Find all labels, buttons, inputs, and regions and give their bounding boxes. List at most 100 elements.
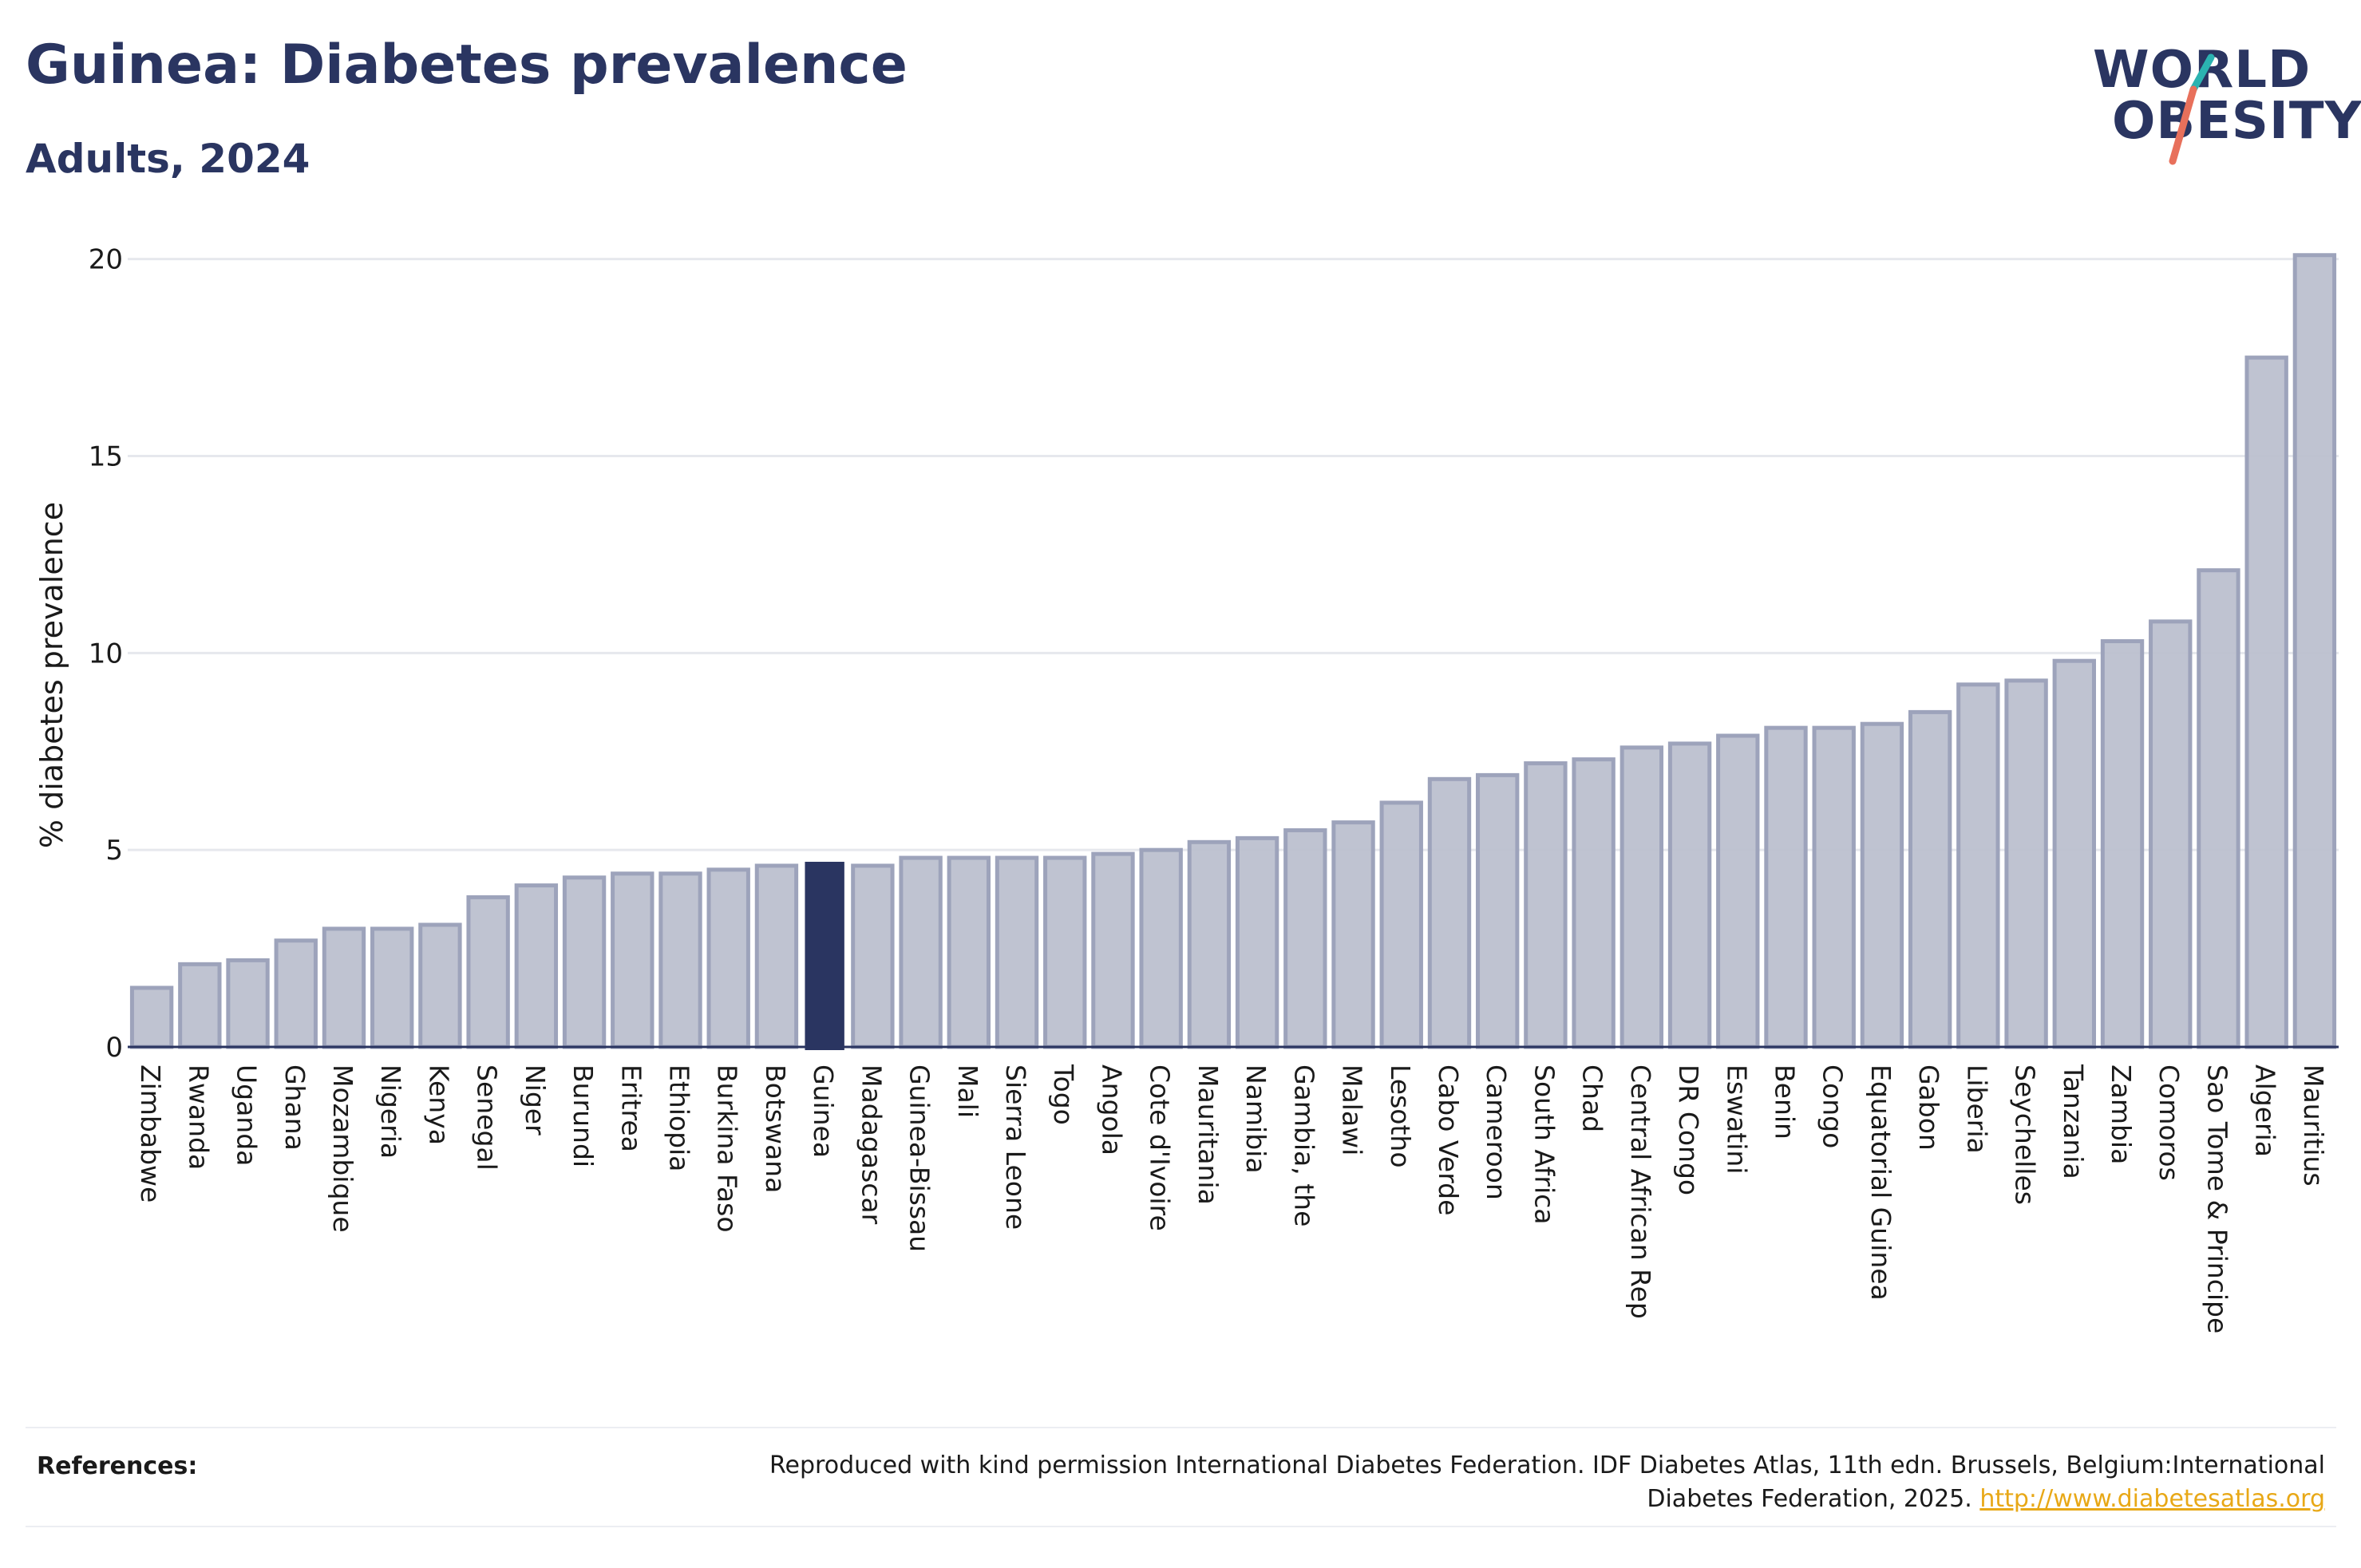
x-tick-label: Lesotho [1385,1064,1416,1168]
x-tick-label: Algeria [2250,1064,2281,1157]
x-tick-label: Cote d'Ivoire [1145,1064,1176,1231]
y-tick-label: 15 [89,441,123,473]
x-tick-label: Burkina Faso [712,1064,743,1233]
x-tick-label: Kenya [423,1064,454,1145]
x-tick-label: Burundi [568,1064,599,1167]
bar [706,867,750,1049]
bar-highlight [805,861,844,1050]
bar [370,926,414,1049]
x-tick-label: Mauritania [1192,1064,1224,1205]
x-tick-label: Cameroon [1481,1064,1512,1200]
x-tick-label: Namibia [1240,1064,1271,1174]
bar [466,895,510,1049]
bar [1476,772,1520,1049]
bar [611,871,655,1049]
bars [129,253,2337,1050]
bar [1716,733,1760,1049]
bar [1235,835,1279,1049]
x-tick-label: Guinea [808,1064,839,1158]
bar [418,922,462,1049]
x-tick-label: Sierra Leone [1000,1064,1031,1230]
x-tick-label: Comoros [2153,1064,2185,1181]
bar [947,855,991,1049]
bar [274,938,318,1049]
bar [851,863,895,1049]
x-tick-label: Mauritius [2298,1064,2329,1187]
bar [754,863,799,1049]
bar [1379,800,1423,1049]
x-tick-label: Seychelles [2010,1064,2041,1205]
bar [322,926,366,1049]
x-tick-label: Ghana [279,1064,310,1151]
bar [1331,820,1375,1049]
bar [2197,568,2240,1049]
bar [2052,658,2096,1049]
references-panel: References: Reproduced with kind permiss… [26,1427,2336,1527]
bar [2004,678,2048,1049]
x-tick-label: Gambia, the [1288,1064,1319,1226]
x-tick-label: Ethiopia [664,1064,695,1171]
bar [2292,253,2337,1049]
x-tick-label: Congo [1817,1064,1849,1148]
bar [1956,682,2000,1049]
y-tick-label: 10 [89,638,123,669]
bar [2100,639,2145,1049]
x-tick-label: Tanzania [2058,1064,2089,1179]
y-tick-label: 5 [105,835,123,867]
bar [1908,709,1952,1049]
bar [899,855,943,1049]
x-tick-label: Uganda [231,1064,263,1166]
bar [129,985,174,1049]
x-tick-label: Mali [952,1064,983,1118]
bar [1043,855,1087,1049]
x-tick-label: Senegal [472,1064,503,1171]
x-tick-label: Cabo Verde [1433,1064,1464,1215]
bar [226,958,270,1049]
x-tick-label: Rwanda [183,1064,214,1170]
x-tick-label: Angola [1096,1064,1127,1155]
bar [1572,757,1616,1049]
bar [658,871,702,1049]
x-tick-label: Liberia [1961,1064,1992,1154]
bar [1764,725,1808,1049]
x-tick-label: Equatorial Guinea [1865,1064,1896,1301]
x-tick-label: Madagascar [856,1064,887,1225]
bar [1427,776,1472,1049]
x-tick-label: Malawi [1337,1064,1368,1155]
y-tick-label: 0 [105,1032,123,1064]
references-citation: Reproduced with kind permission Internat… [769,1451,2325,1513]
logo-text-obesity: OBESITY [2112,92,2361,151]
bar [1860,721,1904,1049]
x-tick-label: Gabon [1913,1064,1944,1151]
y-tick-label: 20 [89,244,123,276]
page-title: Guinea: Diabetes prevalence [26,34,908,97]
bar [1619,745,1664,1049]
logo-slash-icon [2169,53,2215,165]
bar-chart: 0 5 10 15 20 Zimbabwe Rwanda Uganda Ghana Mozambi… [34,244,2339,1333]
x-tick-label: Botswana [760,1064,791,1193]
x-tick-label: Togo [1048,1064,1079,1125]
bar [1091,851,1135,1049]
bar [2244,355,2288,1049]
axes: 0 5 10 15 20 Zimbabwe Rwanda Uganda Ghana Mozambi… [89,244,2339,1333]
bar [1524,761,1568,1049]
x-tick-label: Chad [1577,1064,1608,1132]
x-tick-label: Benin [1770,1064,1801,1139]
bar [1283,827,1327,1049]
x-tick-label: Guinea-Bissau [904,1064,935,1252]
x-tick-label: Sao Tome & Principe [2201,1064,2232,1333]
bar [178,962,222,1049]
x-tick-label: Mozambique [327,1064,358,1233]
bar [1187,839,1232,1049]
references-label: References: [37,1452,198,1480]
x-tick-label: Central African Rep [1625,1064,1656,1319]
x-tick-label: Nigeria [375,1064,406,1159]
bar [1812,725,1856,1049]
y-axis-title: % diabetes prevalence [34,502,69,848]
x-tick-label: Zambia [2106,1064,2137,1164]
page-subtitle: Adults, 2024 [26,136,310,182]
bar [1667,741,1712,1049]
x-tick-label: Eswatini [1721,1064,1752,1174]
references-link[interactable]: http://www.diabetesatlas.org [1979,1485,2325,1513]
bar [995,855,1039,1049]
